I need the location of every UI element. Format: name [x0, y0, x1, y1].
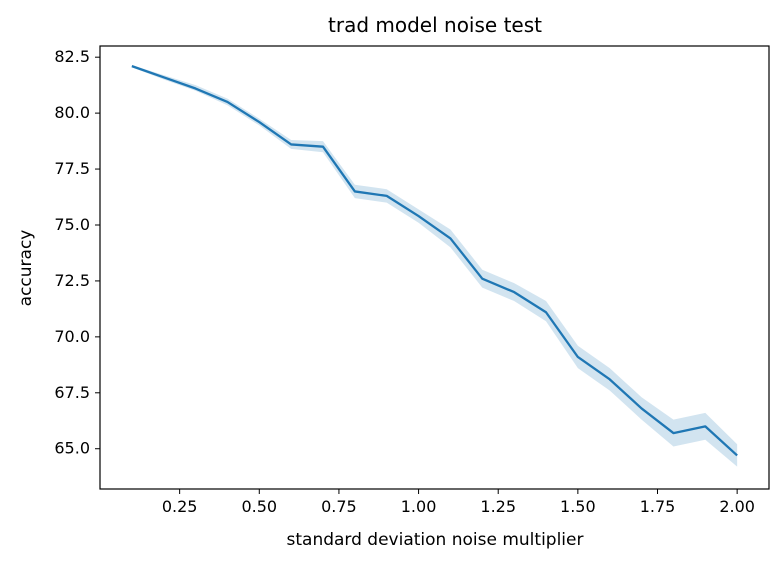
y-axis-label: accuracy — [16, 230, 36, 307]
y-tick-label: 70.0 — [54, 327, 90, 346]
y-tick-label: 65.0 — [54, 439, 90, 458]
series-line — [131, 65, 738, 457]
data-point — [672, 432, 674, 434]
chart-title: trad model noise test — [328, 13, 542, 37]
data-point — [226, 101, 228, 103]
x-tick-label: 0.25 — [162, 497, 198, 516]
data-point — [640, 407, 642, 409]
x-tick-label: 2.00 — [719, 497, 755, 516]
data-point — [290, 143, 292, 145]
data-point — [322, 145, 324, 147]
plot-area: 0.25 0.50 0.75 1.00 1.25 1.50 1.75 2.00 65.0 67.5… — [54, 47, 755, 516]
x-tick-label: 1.50 — [560, 497, 596, 516]
data-point — [417, 215, 419, 217]
data-point — [545, 311, 547, 313]
data-point — [163, 76, 165, 78]
x-tick-label: 0.50 — [241, 497, 277, 516]
x-tick-label: 1.75 — [640, 497, 676, 516]
data-point — [194, 87, 196, 89]
data-point — [736, 454, 738, 456]
y-tick-label: 80.0 — [54, 103, 90, 122]
data-point — [354, 190, 356, 192]
data-point — [386, 195, 388, 197]
axes-frame — [99, 45, 770, 490]
data-point — [258, 121, 260, 123]
x-tick-label: 0.75 — [321, 497, 357, 516]
y-tick-label: 82.5 — [54, 47, 90, 66]
data-point — [449, 237, 451, 239]
y-tick-label: 75.0 — [54, 215, 90, 234]
y-tick-label: 77.5 — [54, 159, 90, 178]
x-axis-label: standard deviation noise multiplier — [287, 530, 584, 550]
x-tick-label: 1.25 — [480, 497, 516, 516]
y-tick-label: 72.5 — [54, 271, 90, 290]
data-point — [577, 356, 579, 358]
data-point — [481, 277, 483, 279]
data-point — [704, 425, 706, 427]
y-tick-label: 67.5 — [54, 383, 90, 402]
data-point — [513, 291, 515, 293]
data-point — [131, 65, 133, 67]
data-point — [609, 378, 611, 380]
x-tick-label: 1.00 — [401, 497, 437, 516]
confidence-band — [131, 65, 738, 467]
